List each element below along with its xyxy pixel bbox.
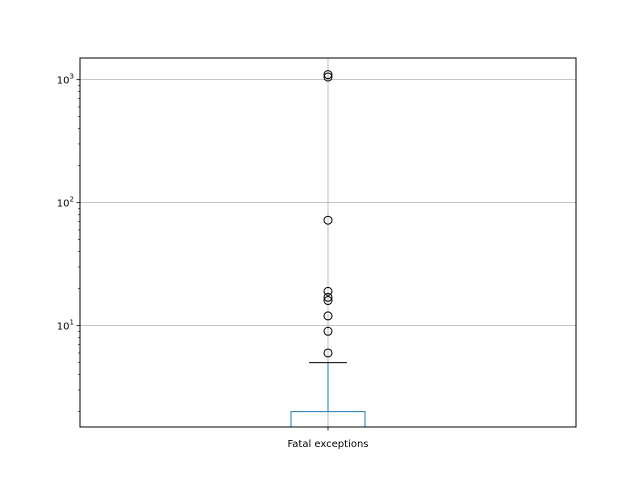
x-tick-label: Fatal exceptions [287,439,368,450]
y-tick-label-exponent: 3 [70,73,74,81]
outlier-point [323,296,333,306]
outlier-point [323,215,333,225]
box-layer [290,362,366,427]
y-tick-label-exponent: 2 [70,196,74,204]
outlier-point [323,326,333,336]
y-tick-label-base: 10 [57,199,70,210]
outlier-point [323,286,333,296]
y-tick-label: 101 [57,319,74,333]
y-tick-label-exponent: 1 [70,319,74,327]
y-tick-label: 102 [57,196,74,210]
y-tick-label-base: 10 [57,322,70,333]
outlier-point [323,72,333,82]
y-tick-label-base: 10 [57,76,70,87]
outlier-point [323,348,333,358]
outlier-point [323,292,333,302]
outlier-point [323,311,333,321]
x-axis-ticks: Fatal exceptions [287,427,369,450]
y-tick-label: 103 [57,73,74,87]
outlier-point [323,70,333,80]
outlier-layer [323,70,333,358]
